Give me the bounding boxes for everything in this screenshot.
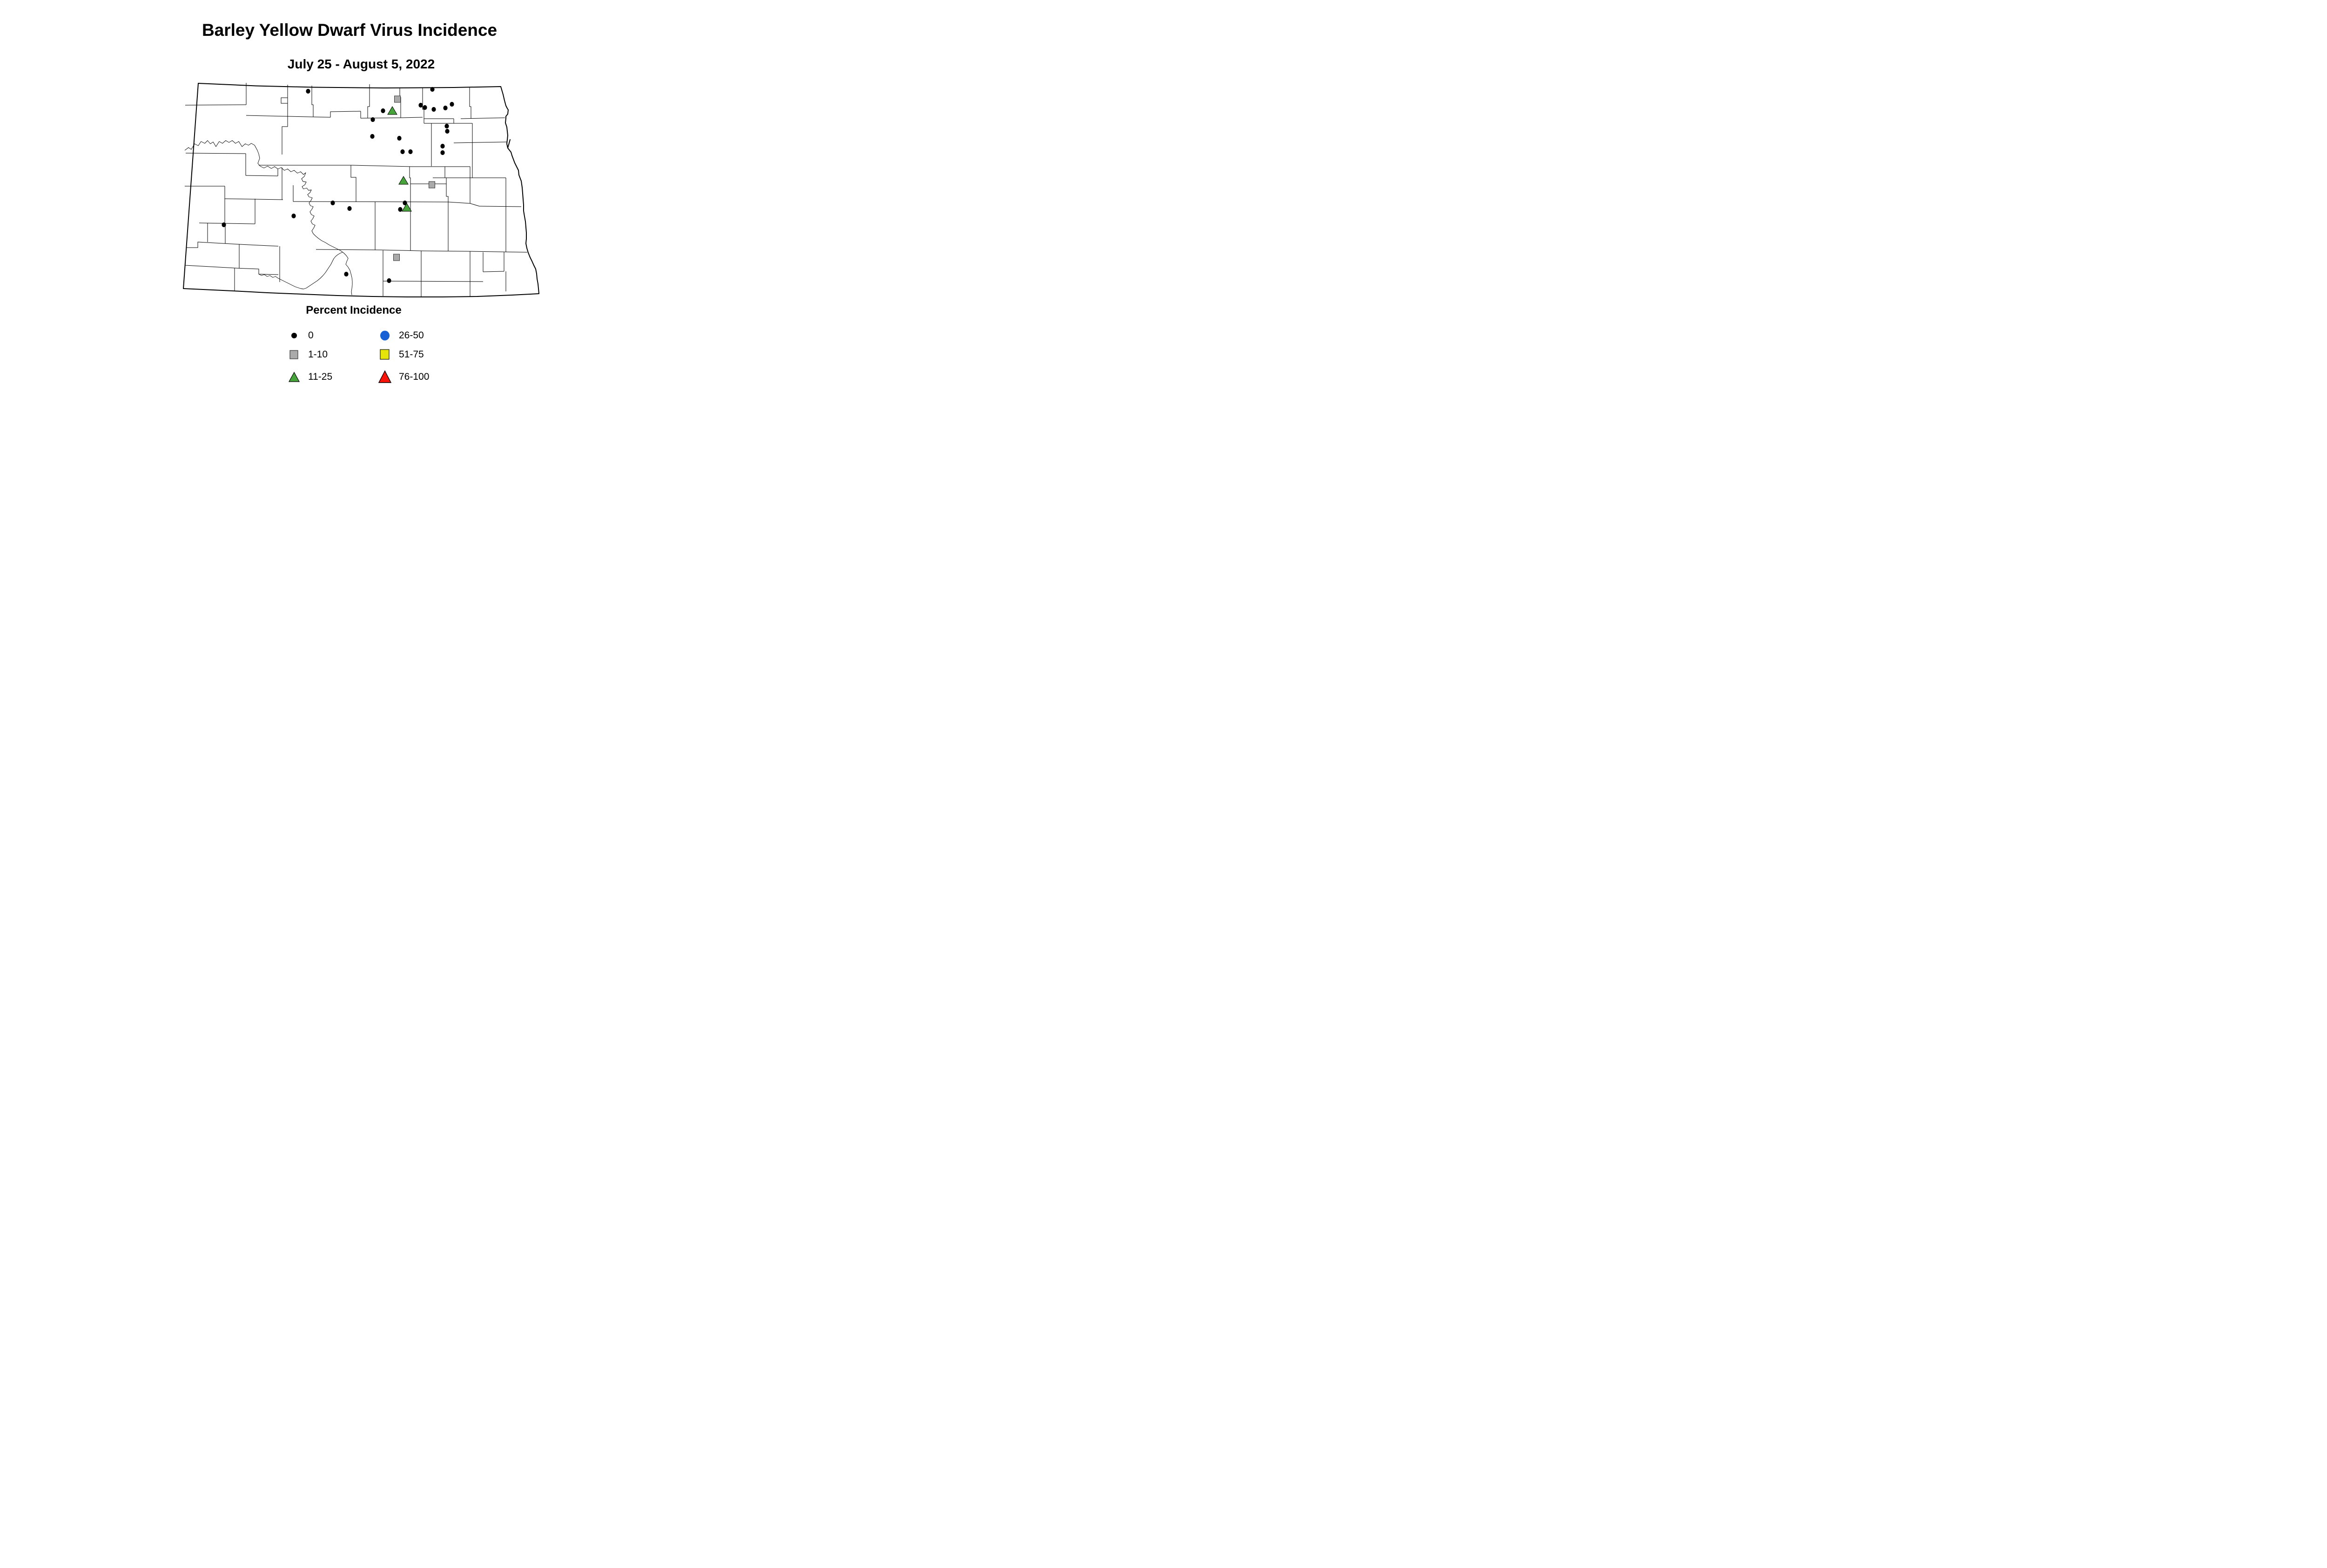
river-boundary bbox=[184, 140, 353, 296]
map-marker-square bbox=[393, 254, 400, 261]
map-marker-dot bbox=[397, 135, 402, 141]
map-marker-dot bbox=[400, 149, 405, 155]
county-boundary bbox=[483, 271, 504, 272]
county-boundary bbox=[350, 165, 356, 202]
county-boundary bbox=[185, 153, 246, 154]
county-boundary bbox=[281, 97, 288, 104]
dot-black-icon bbox=[291, 333, 297, 338]
legend-item-76-100: 76-100 bbox=[377, 370, 429, 384]
map-marker-dot bbox=[291, 213, 296, 219]
page-title: Barley Yellow Dwarf Virus Incidence bbox=[202, 20, 498, 40]
map-marker-square bbox=[394, 95, 401, 103]
map-marker-dot bbox=[344, 271, 349, 277]
north-dakota-county-map bbox=[183, 83, 539, 297]
county-boundary bbox=[383, 281, 484, 282]
map-marker-dot bbox=[423, 105, 427, 110]
map-marker-triangle bbox=[387, 106, 397, 115]
county-boundary bbox=[330, 111, 361, 117]
triangle-red-icon bbox=[378, 370, 392, 383]
page-background: Barley Yellow Dwarf Virus Incidence July… bbox=[0, 0, 751, 392]
map-marker-square bbox=[429, 181, 435, 188]
legend-item-26-50: 26-50 bbox=[377, 328, 424, 343]
map-marker-dot bbox=[445, 128, 450, 134]
county-boundary bbox=[400, 117, 423, 118]
county-boundary bbox=[282, 116, 288, 155]
triangle-green-icon bbox=[288, 371, 300, 382]
legend-item-51-75: 51-75 bbox=[377, 347, 424, 362]
legend-label: 0 bbox=[308, 330, 314, 341]
county-boundary bbox=[245, 175, 278, 176]
map-marker-triangle bbox=[398, 176, 409, 185]
map-marker-triangle bbox=[402, 203, 412, 212]
map-marker-dot bbox=[408, 149, 413, 155]
square-yellow-icon bbox=[380, 349, 390, 360]
map-marker-dot bbox=[431, 107, 436, 112]
map-marker-dot bbox=[330, 200, 335, 206]
county-boundary bbox=[246, 115, 331, 118]
legend-label: 76-100 bbox=[399, 371, 430, 382]
map-marker-dot bbox=[347, 206, 352, 211]
county-boundary bbox=[351, 165, 470, 167]
county-boundary bbox=[422, 88, 424, 123]
state-outline bbox=[183, 83, 539, 297]
map-marker-dot bbox=[430, 87, 435, 92]
map-marker-dot bbox=[403, 200, 407, 206]
county-boundary bbox=[479, 206, 522, 207]
legend-label: 1-10 bbox=[308, 349, 328, 360]
map-marker-dot bbox=[370, 134, 375, 139]
river-boundary bbox=[258, 252, 343, 289]
map-marker-dot bbox=[418, 102, 423, 108]
legend-item-11-25: 11-25 bbox=[287, 370, 332, 384]
map-marker-dot bbox=[440, 143, 445, 149]
map-marker-dot bbox=[450, 101, 454, 107]
county-boundary bbox=[469, 87, 471, 118]
map-marker-dot bbox=[398, 207, 403, 212]
county-boundary bbox=[311, 86, 314, 117]
map-marker-dot bbox=[444, 123, 449, 129]
legend-label: 11-25 bbox=[308, 371, 333, 382]
legend-title: Percent Incidence bbox=[306, 304, 402, 316]
county-boundary bbox=[444, 167, 449, 202]
county-boundary bbox=[453, 141, 507, 143]
map-marker-dot bbox=[387, 278, 391, 283]
page-subtitle: July 25 - August 5, 2022 bbox=[287, 57, 435, 71]
county-boundary bbox=[460, 117, 505, 119]
county-boundary bbox=[367, 84, 370, 118]
map-marker-dot bbox=[381, 108, 385, 114]
county-boundary bbox=[186, 242, 279, 248]
map-marker-dot bbox=[370, 117, 375, 122]
county-boundary bbox=[199, 222, 256, 224]
county-boundary bbox=[185, 265, 279, 275]
map-marker-dot bbox=[443, 105, 448, 111]
legend-item-0: 0 bbox=[287, 328, 314, 343]
map-marker-dot bbox=[222, 222, 226, 228]
county-boundary bbox=[224, 198, 283, 200]
legend-label: 51-75 bbox=[399, 349, 424, 360]
square-gray-icon bbox=[289, 350, 298, 359]
legend-label: 26-50 bbox=[399, 330, 424, 341]
county-boundary bbox=[448, 202, 480, 207]
circle-blue-icon bbox=[380, 330, 390, 341]
map-marker-dot bbox=[306, 88, 310, 94]
map-marker-dot bbox=[440, 150, 445, 155]
legend-item-1-10: 1-10 bbox=[287, 347, 328, 362]
